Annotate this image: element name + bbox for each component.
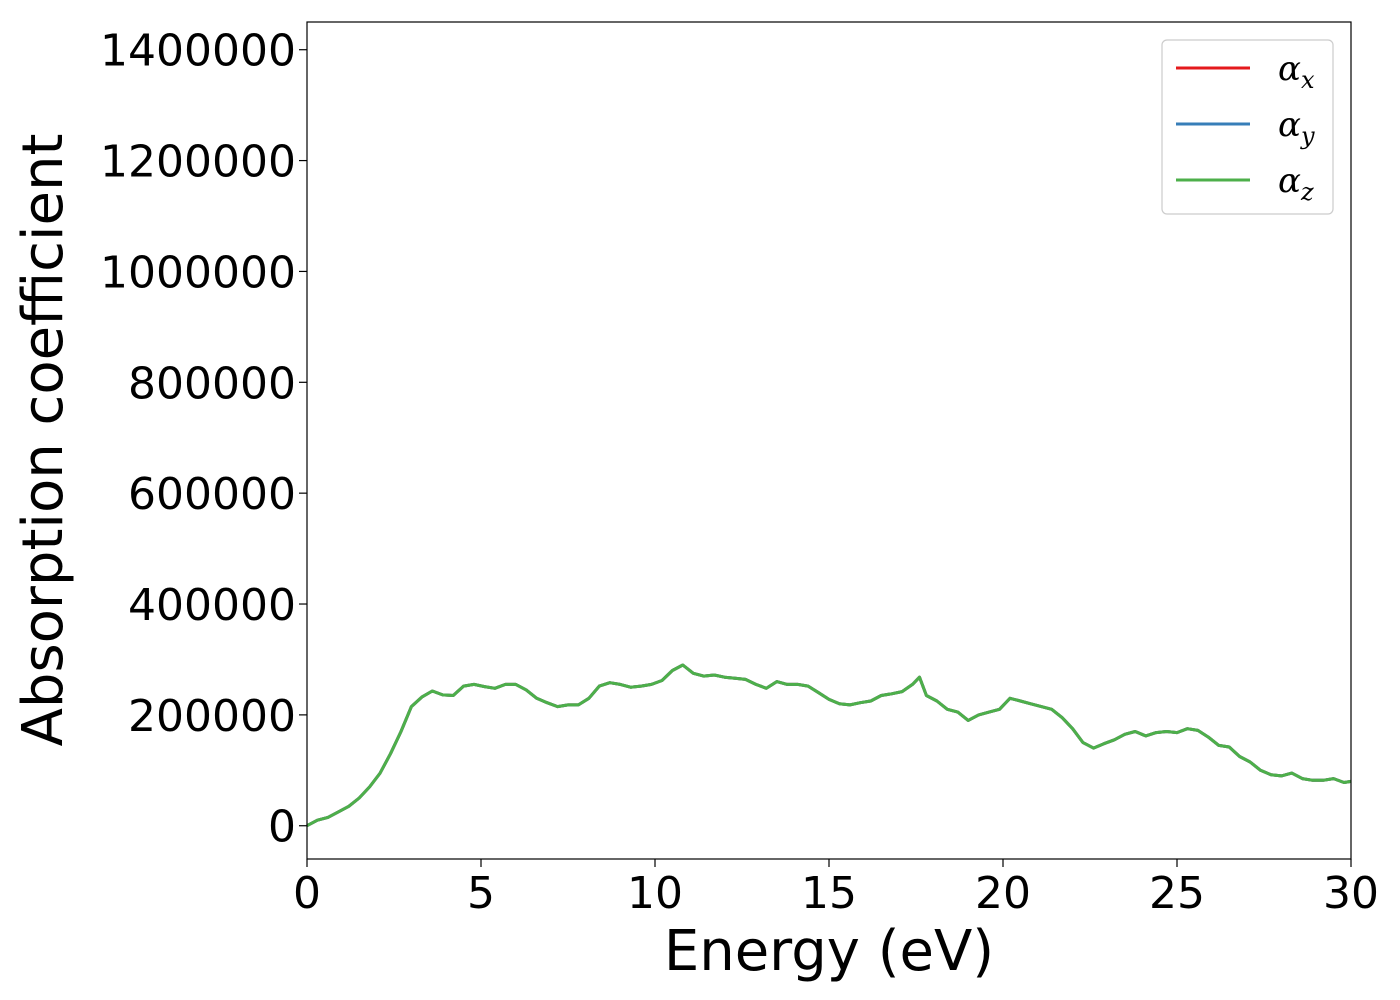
- x-tick-label: 30: [1323, 868, 1379, 919]
- series-line-x: [306, 663, 1352, 828]
- legend-symbol: α: [1278, 161, 1301, 201]
- y-tick-label: 200000: [128, 691, 296, 742]
- series-line-y: [306, 663, 1352, 828]
- x-tick-label: 15: [801, 868, 857, 919]
- x-tick-label: 10: [627, 868, 683, 919]
- y-axis-label: Absorption coefficient: [11, 134, 76, 747]
- series-layer: [306, 663, 1352, 828]
- y-tick-label: 1400000: [100, 26, 296, 77]
- y-tick-label: 800000: [128, 358, 296, 409]
- legend-label-x: αx: [1278, 49, 1315, 94]
- y-tick-label: 400000: [128, 580, 296, 631]
- y-tick-label: 600000: [128, 469, 296, 520]
- legend-subscript: y: [1300, 122, 1315, 150]
- series-line-z: [306, 663, 1352, 828]
- x-tick-label: 5: [467, 868, 495, 919]
- x-tick-label: 20: [975, 868, 1031, 919]
- x-axis-label: Energy (eV): [664, 919, 994, 984]
- y-tick-label: 0: [268, 802, 296, 853]
- x-tick-label: 25: [1149, 868, 1205, 919]
- x-tick-label: 0: [293, 868, 321, 919]
- legend-symbol: α: [1278, 49, 1301, 89]
- legend-label-z: αz: [1278, 161, 1314, 206]
- legend-subscript: z: [1300, 178, 1314, 206]
- legend-box: [1161, 39, 1334, 215]
- x-axis: 0 5 10 15 20 25 30: [293, 859, 1379, 919]
- legend-symbol: α: [1278, 105, 1301, 145]
- legend-label-y: αy: [1278, 105, 1315, 150]
- y-tick-label: 1000000: [100, 247, 296, 298]
- legend-subscript: x: [1301, 66, 1315, 94]
- y-axis: 0 200000 400000 600000 800000 1000000 1200000 1…: [100, 26, 307, 853]
- y-tick-label: 1200000: [100, 137, 296, 188]
